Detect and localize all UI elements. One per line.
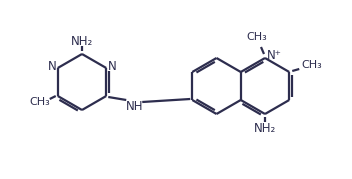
Text: CH₃: CH₃ [29,97,50,107]
Text: CH₃: CH₃ [247,32,268,42]
Text: N⁺: N⁺ [266,49,282,62]
Text: NH: NH [126,100,143,112]
Text: NH₂: NH₂ [254,122,276,134]
Text: N: N [48,59,56,72]
Text: CH₃: CH₃ [302,60,323,70]
Text: N: N [108,59,117,72]
Text: NH₂: NH₂ [71,35,93,47]
